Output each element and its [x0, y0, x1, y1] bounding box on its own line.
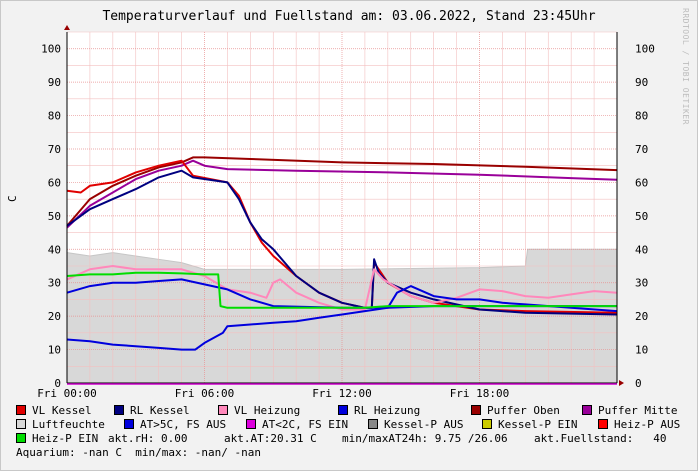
y-tick-label-left: 90 — [48, 76, 61, 89]
legend-row-4: Aquarium: -nan C min/max: -nan/ -nan — [16, 446, 696, 460]
series-line-heiz-p-ein — [66, 271, 617, 309]
legend-swatch — [338, 405, 348, 415]
x-tick-label: Fri 18:00 — [450, 387, 510, 400]
legend-swatch — [471, 405, 481, 415]
y-tick-label-left: 30 — [48, 277, 61, 290]
legend-swatch — [482, 419, 492, 429]
legend-row-2: Luftfeuchte AT>5C, FS AUS AT<2C, FS EIN … — [16, 418, 696, 432]
x-tick-label: Fri 12:00 — [312, 387, 372, 400]
legend-swatch — [16, 433, 26, 443]
legend-swatch — [114, 405, 124, 415]
y-tick-label-right: 20 — [635, 310, 648, 323]
stat-aquarium: Aquarium: -nan C min/max: -nan/ -nan — [16, 446, 262, 459]
legend-item-at-gt-5c: AT>5C, FS AUS — [124, 418, 226, 432]
y-tick-label-right: 10 — [635, 344, 648, 357]
stat-akt-fuellstand: akt.Fuellstand: 40 — [534, 432, 667, 445]
legend-item-at-lt-2c: AT<2C, FS EIN — [246, 418, 348, 432]
y-tick-label-left: 70 — [48, 143, 61, 156]
legend-item-kessel-p-ein: Kessel-P EIN — [482, 418, 577, 432]
y-tick-label-right: 30 — [635, 277, 648, 290]
series-line-puffer-oben — [66, 156, 618, 227]
chart-svg: 0 0 10 10 20 20 30 30 40 40 50 50 60 60 70 70 80 80 90 90 10… — [37, 25, 655, 400]
y-tick-label-left: 10 — [48, 344, 61, 357]
legend-item-heiz-p-aus: Heiz-P AUS — [598, 418, 680, 432]
series-line-puffer-mitte — [66, 159, 618, 229]
legend-item-vl-heizung: VL Heizung — [218, 404, 300, 418]
stat-akt-rh: akt.rH: 0.00 — [108, 432, 188, 445]
stat-min-max-at: min/maxAT24h: 9.75 /26.06 — [342, 432, 508, 445]
legend-swatch — [368, 419, 378, 429]
y-tick-label-left: 0 — [54, 377, 61, 390]
legend-swatch — [598, 419, 608, 429]
y-axis-arrow — [64, 25, 70, 30]
x-axis-arrow — [619, 380, 624, 386]
y-tick-label-left: 60 — [48, 176, 61, 189]
y-tick-label-right: 100 — [635, 43, 655, 56]
legend-item-rl-kessel: RL Kessel — [114, 404, 190, 418]
legend-row-1: VL Kessel RL Kessel VL Heizung RL Heizun… — [16, 404, 696, 418]
series-line-rl-kessel — [66, 169, 618, 316]
legend-item-kessel-p-aus: Kessel-P AUS — [368, 418, 463, 432]
legend-swatch — [16, 419, 26, 429]
y-tick-label-left: 100 — [41, 43, 61, 56]
legend: VL Kessel RL Kessel VL Heizung RL Heizun… — [16, 404, 696, 460]
legend-swatch — [218, 405, 228, 415]
y-tick-label-left: 40 — [48, 243, 61, 256]
legend-swatch — [582, 405, 592, 415]
series-line-vl-heizung — [66, 265, 618, 311]
y-tick-label-right: 40 — [635, 243, 648, 256]
legend-item-rl-heizung: RL Heizung — [338, 404, 420, 418]
legend-swatch — [16, 405, 26, 415]
stat-akt-at: akt.AT:20.31 C — [224, 432, 317, 445]
series-line-at-5c-fs-aus — [66, 305, 617, 351]
y-tick-label-left: 50 — [48, 210, 61, 223]
watermark: RRDTOOL / TOBI OETIKER — [681, 8, 690, 125]
y-tick-label-right: 70 — [635, 143, 648, 156]
y-tick-label-left: 80 — [48, 110, 61, 123]
legend-item-luftfeuchte: Luftfeuchte — [16, 418, 105, 432]
y-tick-label-right: 60 — [635, 176, 648, 189]
legend-swatch — [124, 419, 134, 429]
y-tick-label-right: 90 — [635, 76, 648, 89]
legend-item-puffer-oben: Puffer Oben — [471, 404, 560, 418]
x-tick-label: Fri 00:00 — [37, 387, 97, 400]
y-tick-label-left: 20 — [48, 310, 61, 323]
y-tick-label-right: 0 — [635, 377, 642, 390]
legend-row-3: Heiz-P EIN akt.rH: 0.00 akt.AT:20.31 C m… — [16, 432, 696, 446]
legend-item-puffer-mitte: Puffer Mitte — [582, 404, 677, 418]
legend-item-vl-kessel: VL Kessel — [16, 404, 92, 418]
x-tick-label: Fri 06:00 — [175, 387, 235, 400]
legend-swatch — [246, 419, 256, 429]
chart-title: Temperaturverlauf und Fuellstand am: 03.… — [102, 9, 596, 24]
legend-item-heiz-p-ein: Heiz-P EIN — [16, 432, 98, 446]
y-tick-label-right: 50 — [635, 210, 648, 223]
y-tick-label-right: 80 — [635, 110, 648, 123]
